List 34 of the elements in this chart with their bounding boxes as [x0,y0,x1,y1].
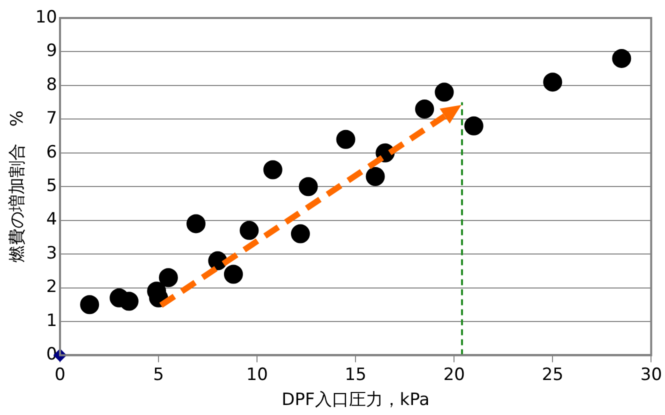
y-axis-title: 燃費の増加割合 % [8,110,28,263]
x-tick-label: 20 [443,364,465,385]
point [336,130,356,149]
point [434,82,454,102]
point [290,224,310,244]
x-tick-label: 25 [542,364,564,385]
point [298,177,318,196]
y-tick-label: 3 [46,243,58,264]
x-tick-label: 10 [246,364,268,385]
point [415,100,434,119]
point [240,220,259,240]
y-tick-label: 4 [46,210,58,230]
point [612,48,632,68]
y-tick-label: 8 [46,74,58,95]
x-tick-label: 30 [640,364,662,385]
x-axis-title: DPF入口圧力，kPa [282,390,430,410]
point [224,264,243,284]
x-tick-label: 15 [344,364,366,385]
point [543,72,562,92]
y-tick-label: 1 [46,310,58,331]
y-tick-label: 9 [46,41,58,62]
point [366,166,385,186]
x-tick-label: 5 [153,364,164,385]
point [186,214,206,234]
y-tick-label: 10 [35,7,58,28]
point [120,292,138,311]
y-tick-label: 2 [46,277,58,298]
y-tick-label: 6 [46,142,58,162]
point [80,295,100,314]
point [464,116,484,136]
point [158,268,178,288]
y-tick-label: 7 [46,108,58,129]
y-tick-label: 5 [46,176,58,196]
point [263,160,282,180]
